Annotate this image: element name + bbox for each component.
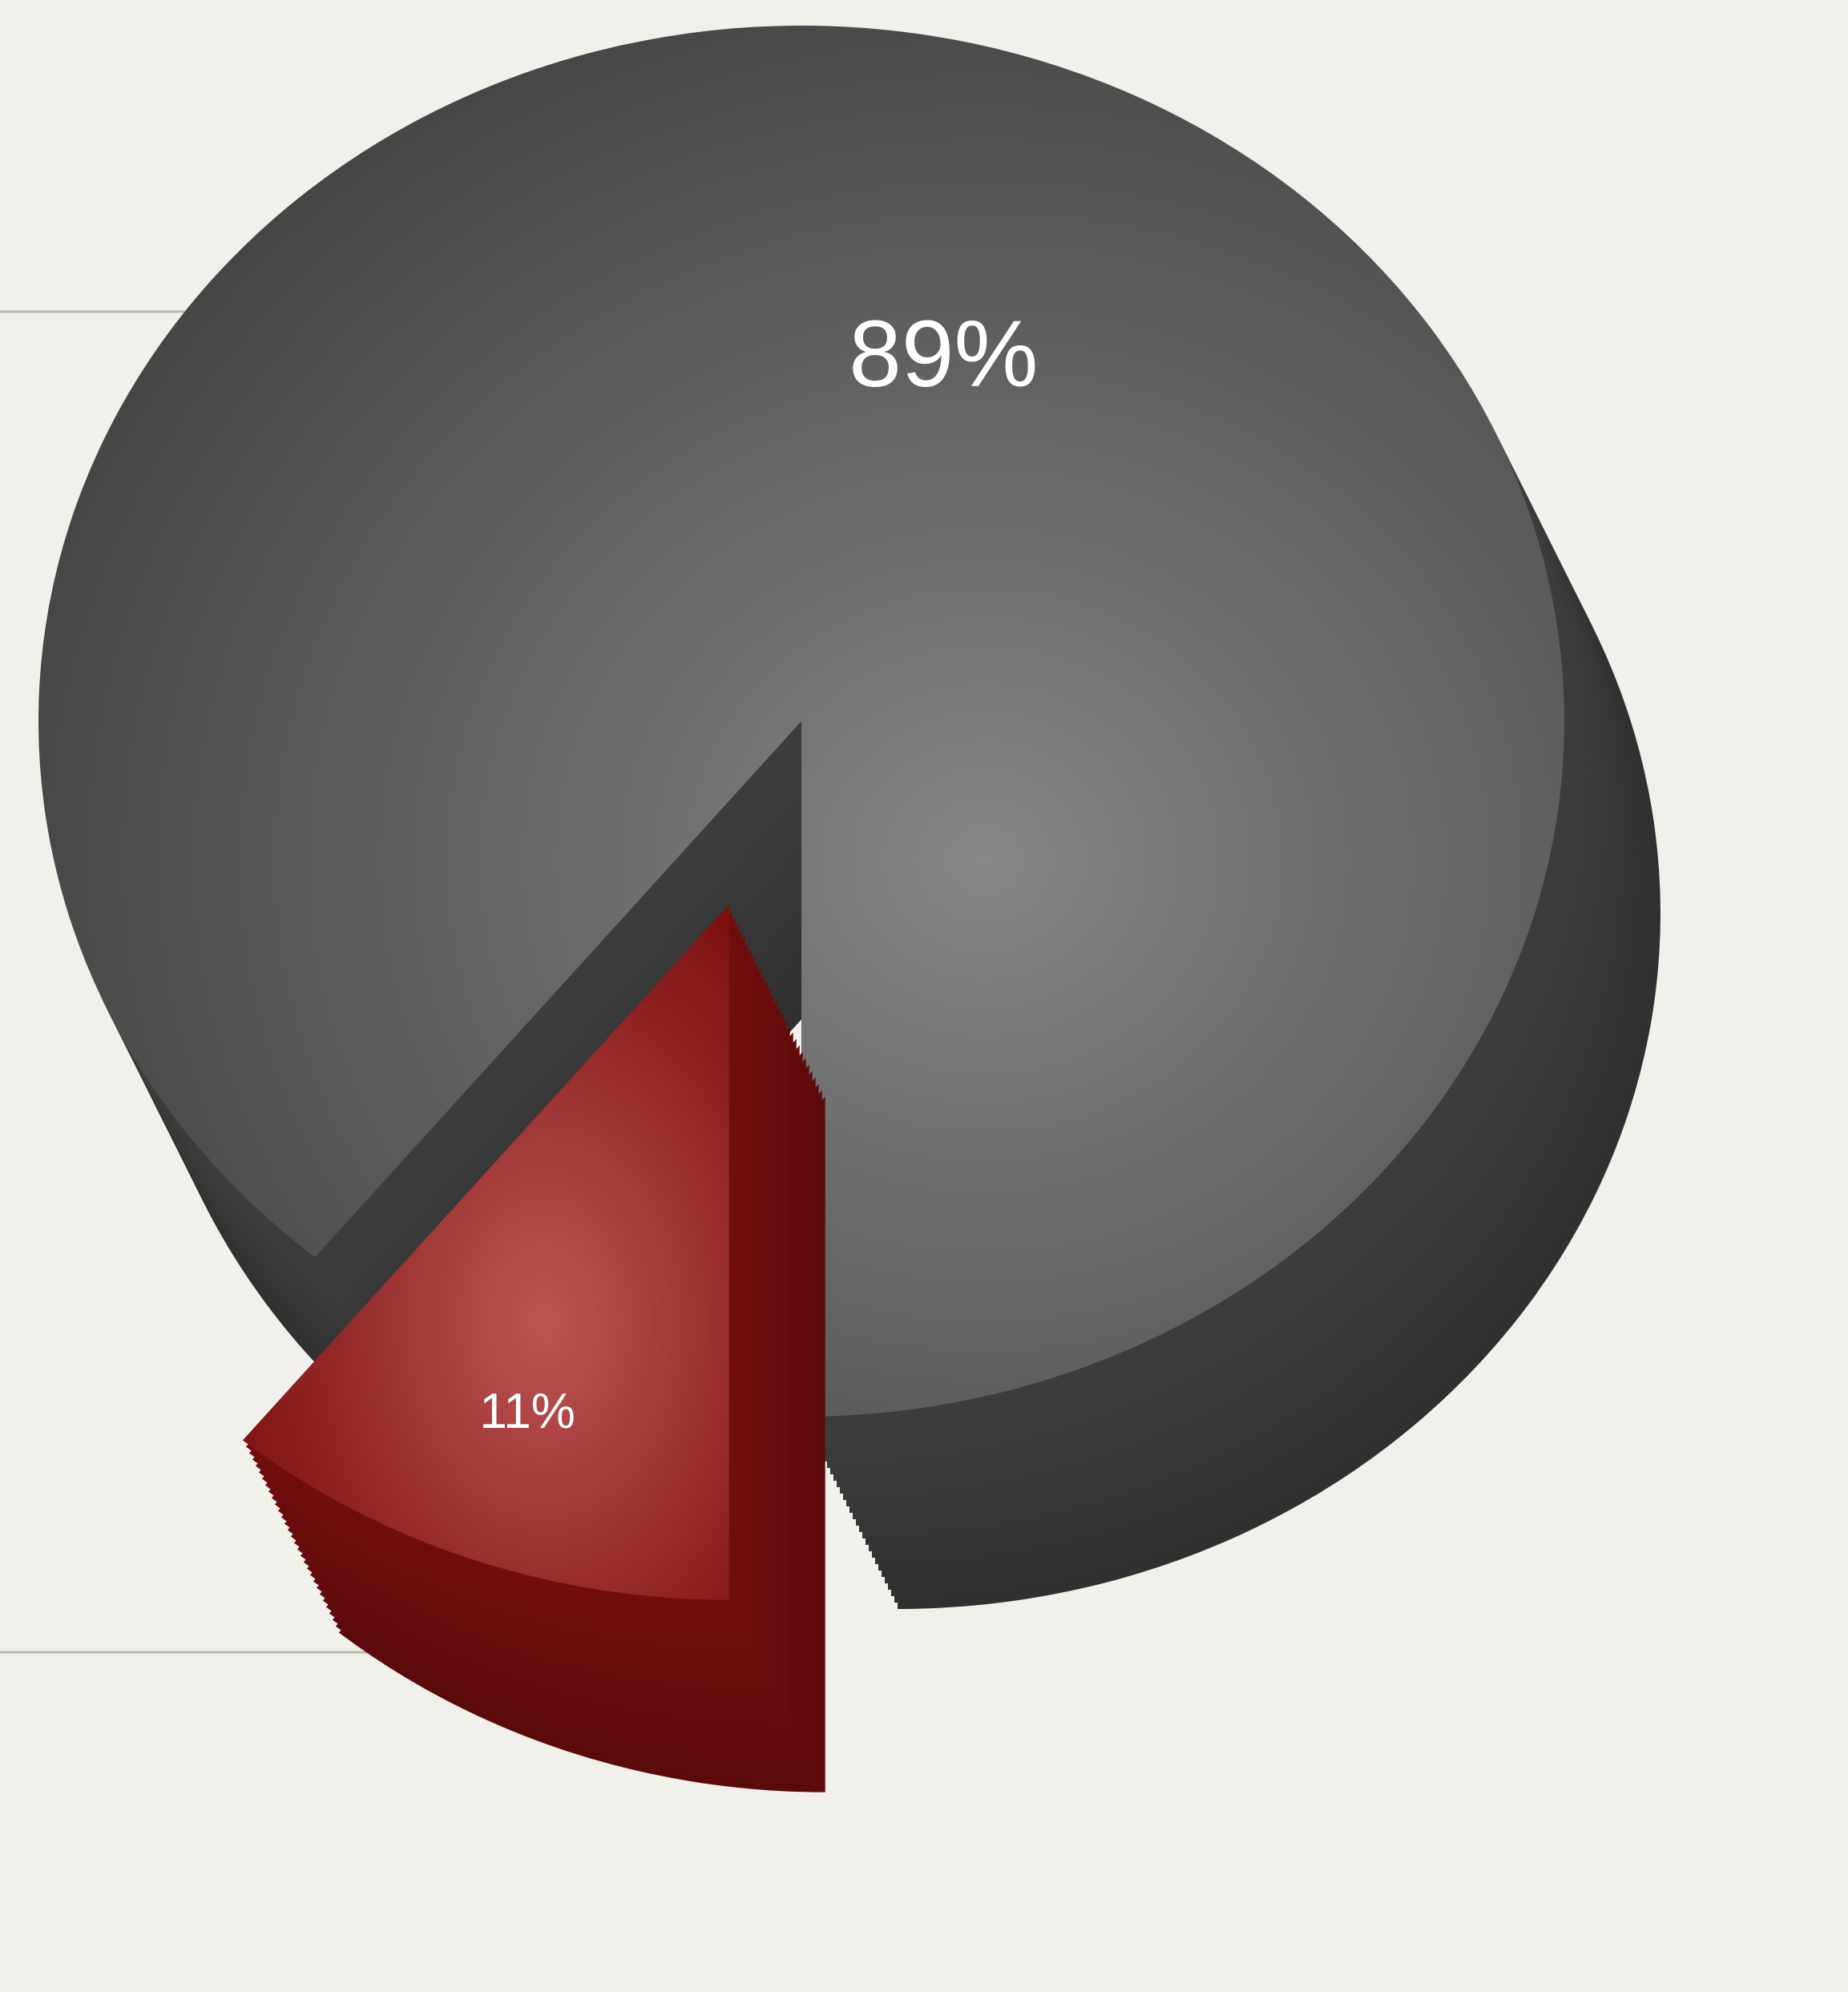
data-label: 89%: [849, 301, 1038, 407]
slice-shading: [38, 26, 1564, 1417]
data-label: 11%: [479, 1384, 575, 1439]
slice-shading: [242, 904, 729, 1600]
